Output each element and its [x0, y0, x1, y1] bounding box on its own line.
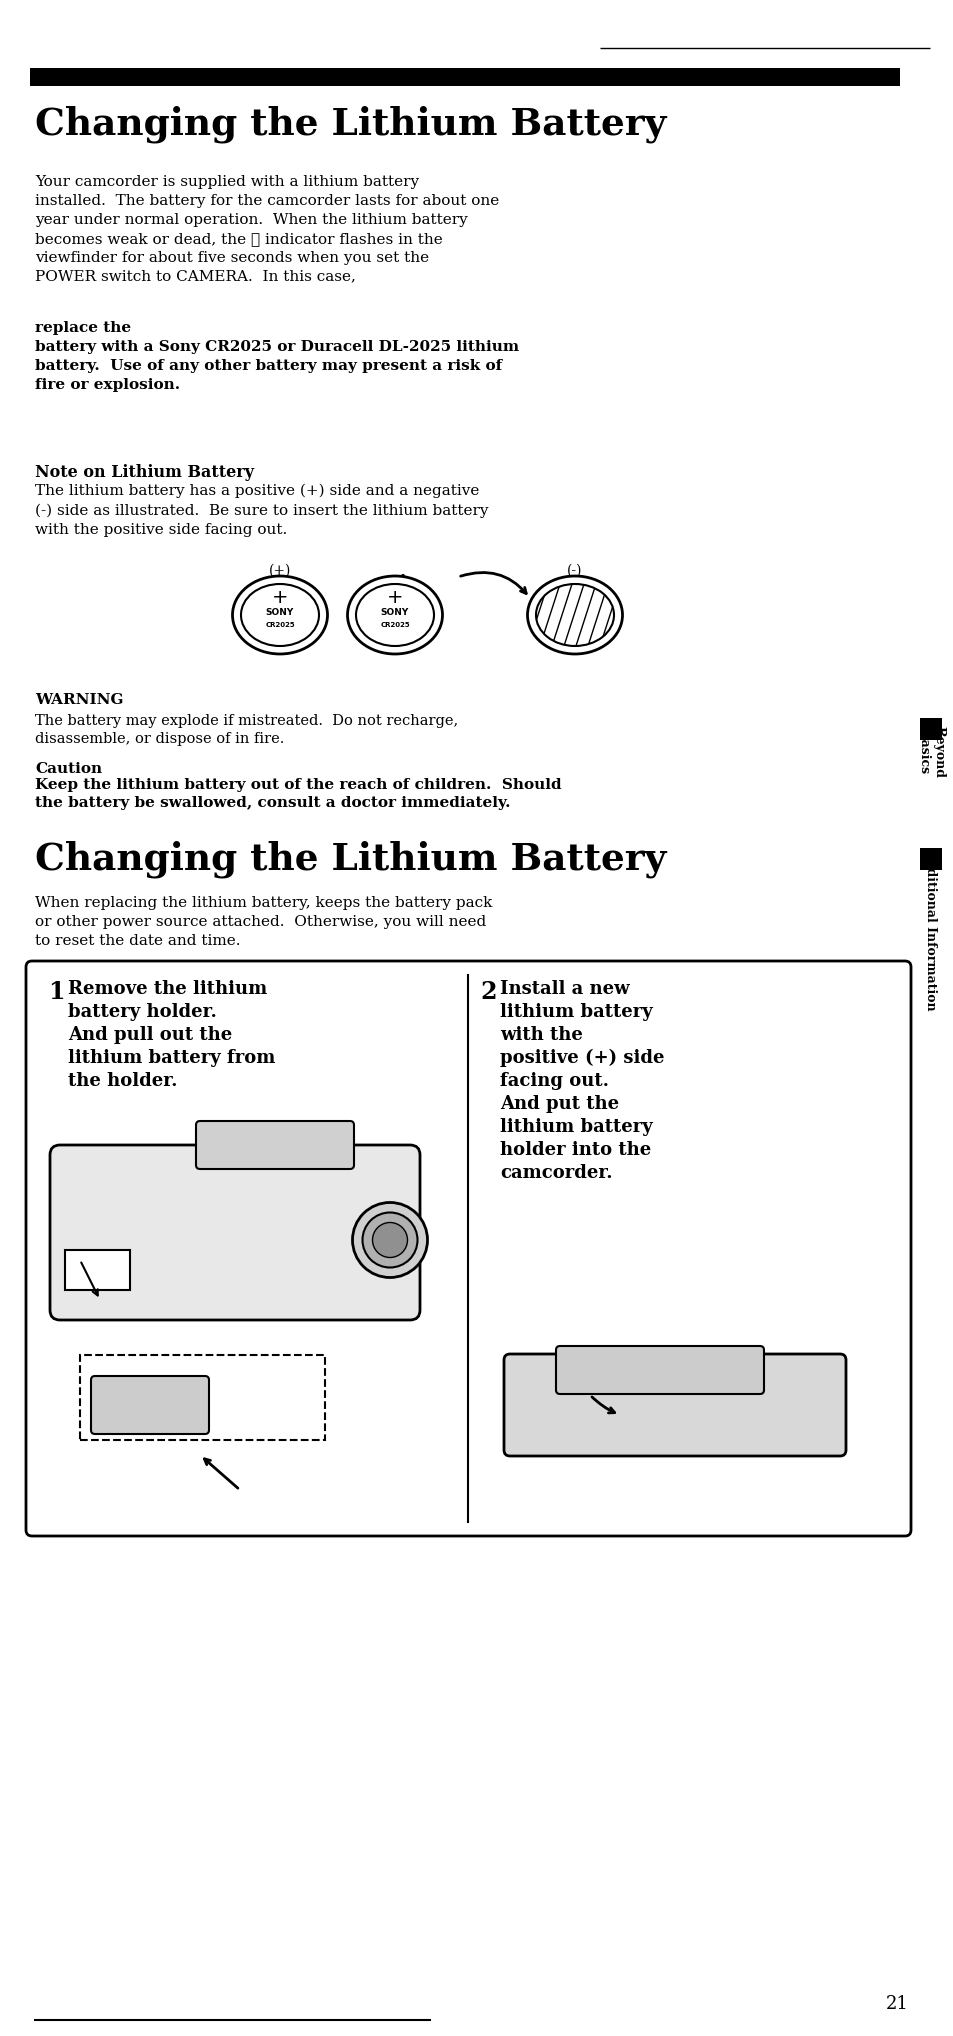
Text: The battery may explode if mistreated.  Do not recharge,
disassemble, or dispose: The battery may explode if mistreated. D… — [35, 715, 457, 747]
Text: CR2025: CR2025 — [265, 623, 294, 627]
Text: SONY: SONY — [266, 607, 294, 617]
Text: replace the
battery with a Sony CR2025 or Duracell DL-2025 lithium
battery.  Use: replace the battery with a Sony CR2025 o… — [35, 322, 518, 391]
Text: +: + — [272, 588, 288, 607]
Text: Install a new
lithium battery
with the
positive (+) side
facing out.
And put the: Install a new lithium battery with the p… — [499, 979, 664, 1181]
Ellipse shape — [536, 584, 614, 645]
Ellipse shape — [241, 584, 318, 645]
Text: 2: 2 — [479, 979, 496, 1004]
Text: Changing the Lithium Battery: Changing the Lithium Battery — [35, 841, 666, 878]
FancyBboxPatch shape — [91, 1376, 209, 1433]
FancyBboxPatch shape — [26, 961, 910, 1535]
Text: Your camcorder is supplied with a lithium battery
installed.  The battery for th: Your camcorder is supplied with a lithiu… — [35, 175, 498, 283]
Ellipse shape — [397, 574, 408, 645]
Ellipse shape — [372, 1222, 407, 1258]
Text: Keep the lithium battery out of the reach of children.  Should
the battery be sw: Keep the lithium battery out of the reac… — [35, 778, 561, 810]
Ellipse shape — [527, 576, 622, 654]
Bar — [30, 67, 899, 86]
Ellipse shape — [362, 1213, 417, 1268]
Text: CR2025: CR2025 — [380, 623, 410, 627]
Text: WARNING: WARNING — [35, 692, 123, 706]
Text: +: + — [386, 588, 403, 607]
Text: Additional Information: Additional Information — [923, 849, 937, 1010]
Text: 21: 21 — [885, 1995, 908, 2014]
Text: When replacing the lithium battery, keeps the battery pack
or other power source: When replacing the lithium battery, keep… — [35, 896, 492, 949]
Text: Remove the lithium
battery holder.
And pull out the
lithium battery from
the hol: Remove the lithium battery holder. And p… — [68, 979, 275, 1089]
Ellipse shape — [355, 584, 434, 645]
FancyBboxPatch shape — [195, 1122, 354, 1169]
Text: (-): (-) — [567, 564, 582, 578]
Ellipse shape — [233, 576, 327, 654]
Text: The lithium battery has a positive (+) side and a negative
(-) side as illustrat: The lithium battery has a positive (+) s… — [35, 485, 488, 538]
FancyBboxPatch shape — [556, 1346, 763, 1395]
Bar — [919, 849, 941, 869]
Text: Note on Lithium Battery: Note on Lithium Battery — [35, 464, 253, 480]
Text: Changing the Lithium Battery: Changing the Lithium Battery — [35, 106, 666, 143]
Text: (+): (+) — [269, 564, 291, 578]
Text: 1: 1 — [48, 979, 65, 1004]
Text: SONY: SONY — [380, 607, 409, 617]
Bar — [80, 1356, 325, 1439]
Bar — [65, 1250, 130, 1291]
Text: Beyond
Basics: Beyond Basics — [916, 727, 944, 778]
Bar — [919, 719, 941, 739]
FancyBboxPatch shape — [503, 1354, 845, 1456]
FancyBboxPatch shape — [50, 1144, 419, 1319]
Ellipse shape — [347, 576, 442, 654]
Text: Caution: Caution — [35, 761, 102, 776]
Ellipse shape — [352, 1203, 427, 1277]
